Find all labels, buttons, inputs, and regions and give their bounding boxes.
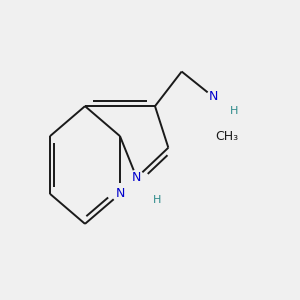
Text: N: N bbox=[208, 90, 218, 104]
Text: H: H bbox=[153, 195, 161, 205]
Text: CH₃: CH₃ bbox=[215, 130, 238, 143]
Text: H: H bbox=[230, 106, 238, 116]
Text: N: N bbox=[132, 171, 141, 184]
Text: N: N bbox=[115, 187, 125, 200]
